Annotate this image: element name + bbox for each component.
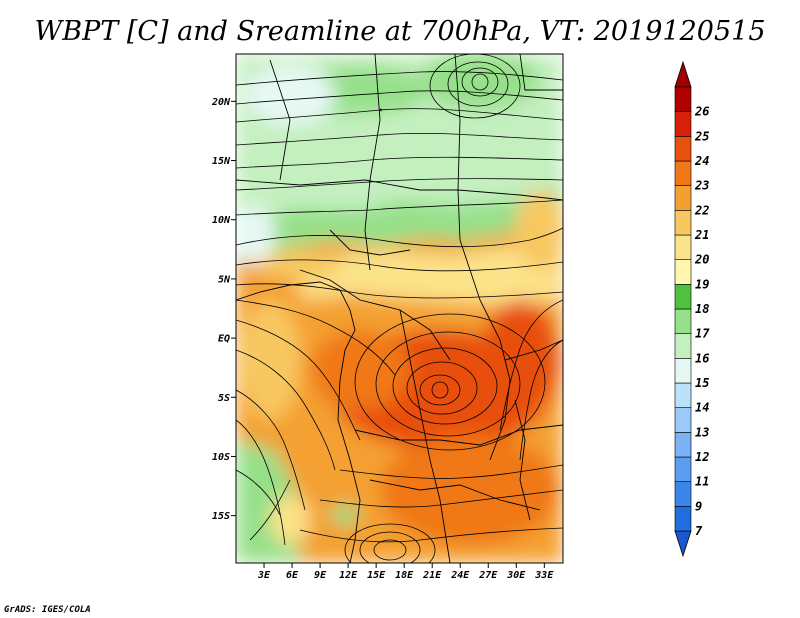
colorbar-above-arrow — [674, 60, 692, 88]
colorbar-label: 24 — [694, 154, 709, 168]
lon-tick-label: 27E — [478, 570, 498, 581]
colorbar-label: 9 — [695, 499, 702, 513]
colorbar-label: 20 — [694, 253, 709, 267]
colorbar-label: 15 — [695, 376, 709, 390]
colorbar-label: 25 — [694, 129, 709, 143]
lat-tick-label: 15S — [212, 511, 230, 522]
lon-tick-label: 12E — [339, 570, 358, 581]
colorbar-label: 13 — [695, 425, 709, 439]
colorbar-label: 18 — [695, 302, 709, 316]
lon-tick-label: 33E — [534, 570, 554, 581]
colorbar-label: 16 — [695, 351, 709, 365]
lon-tick-label: 6E — [286, 570, 299, 581]
colorbar-swatch — [674, 136, 692, 162]
map-panel — [236, 54, 563, 563]
wbpt-shading — [236, 54, 563, 563]
colorbar-label: 12 — [695, 450, 709, 464]
colorbar-swatch — [674, 382, 692, 408]
colorbar-swatch — [674, 284, 692, 310]
colorbar-swatch — [674, 259, 692, 285]
colorbar-swatch — [674, 432, 692, 458]
lon-tick-label: 21E — [422, 570, 442, 581]
colorbar-swatch — [674, 506, 692, 532]
colorbar-swatch — [674, 308, 692, 334]
lat-tick-label: 10N — [212, 215, 231, 226]
colorbar-swatch — [674, 210, 692, 236]
lat-tick-label: 10S — [212, 452, 230, 463]
lat-tick-label: 5S — [218, 393, 230, 404]
colorbar-label: 21 — [694, 228, 709, 242]
colorbar-below-arrow — [674, 530, 692, 558]
streamlines — [236, 54, 563, 563]
colorbar-label: 22 — [694, 203, 709, 217]
colorbar-swatch — [674, 407, 692, 433]
chart-title: WBPT [C] and Sreamline at 700hPa, VT: 20… — [35, 16, 766, 47]
colorbar-swatch — [674, 456, 692, 482]
colorbar-label: 14 — [695, 401, 709, 415]
lat-tick-label: 20N — [211, 97, 231, 108]
colorbar-swatch — [674, 234, 692, 260]
colorbar-swatch — [674, 111, 692, 137]
lon-tick-label: 9E — [314, 570, 327, 581]
longitude-axis: 3E 6E 9E 12E 15E 18E 21E 24E 27E 30E 33E — [257, 563, 554, 581]
country-borders — [236, 54, 563, 563]
colorbar-swatch — [674, 160, 692, 186]
lon-tick-label: 18E — [395, 570, 414, 581]
grads-credit: GrADS: IGES/COLA — [4, 605, 91, 615]
lon-tick-label: 30E — [506, 570, 526, 581]
colorbar-swatch — [674, 185, 692, 211]
colorbar-swatch — [674, 358, 692, 384]
colorbar-label: 26 — [694, 105, 709, 119]
colorbar-label: 11 — [695, 475, 709, 489]
colorbar-label: 7 — [695, 524, 703, 538]
lat-tick-label: EQ — [218, 334, 230, 345]
colorbar-label: 23 — [694, 179, 709, 193]
colorbar-swatch — [674, 333, 692, 359]
lat-tick-label: 15N — [212, 156, 231, 167]
colorbar-swatch — [674, 86, 692, 112]
colorbar-swatch — [674, 481, 692, 507]
map-frame — [235, 53, 564, 564]
latitude-axis: 20N 15N 10N 5N EQ 5S 10S 15S — [211, 97, 236, 522]
colorbar-label: 19 — [695, 277, 709, 291]
lon-tick-label: 24E — [450, 570, 470, 581]
lat-tick-label: 5N — [218, 274, 231, 285]
colorbar: 7 9 11 12 13 14 15 16 17 18 19 20 21 22 23 24 25 26 — [674, 60, 710, 558]
lon-tick-label: 15E — [367, 570, 386, 581]
lon-tick-label: 3E — [257, 570, 271, 581]
colorbar-label: 17 — [695, 327, 710, 341]
